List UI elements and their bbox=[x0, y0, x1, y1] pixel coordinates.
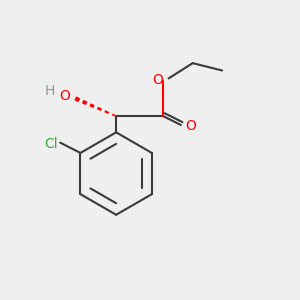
Text: O: O bbox=[59, 88, 70, 103]
Text: O: O bbox=[185, 119, 196, 134]
Text: O: O bbox=[152, 73, 164, 87]
Text: H: H bbox=[45, 83, 55, 98]
Text: Cl: Cl bbox=[44, 137, 58, 151]
